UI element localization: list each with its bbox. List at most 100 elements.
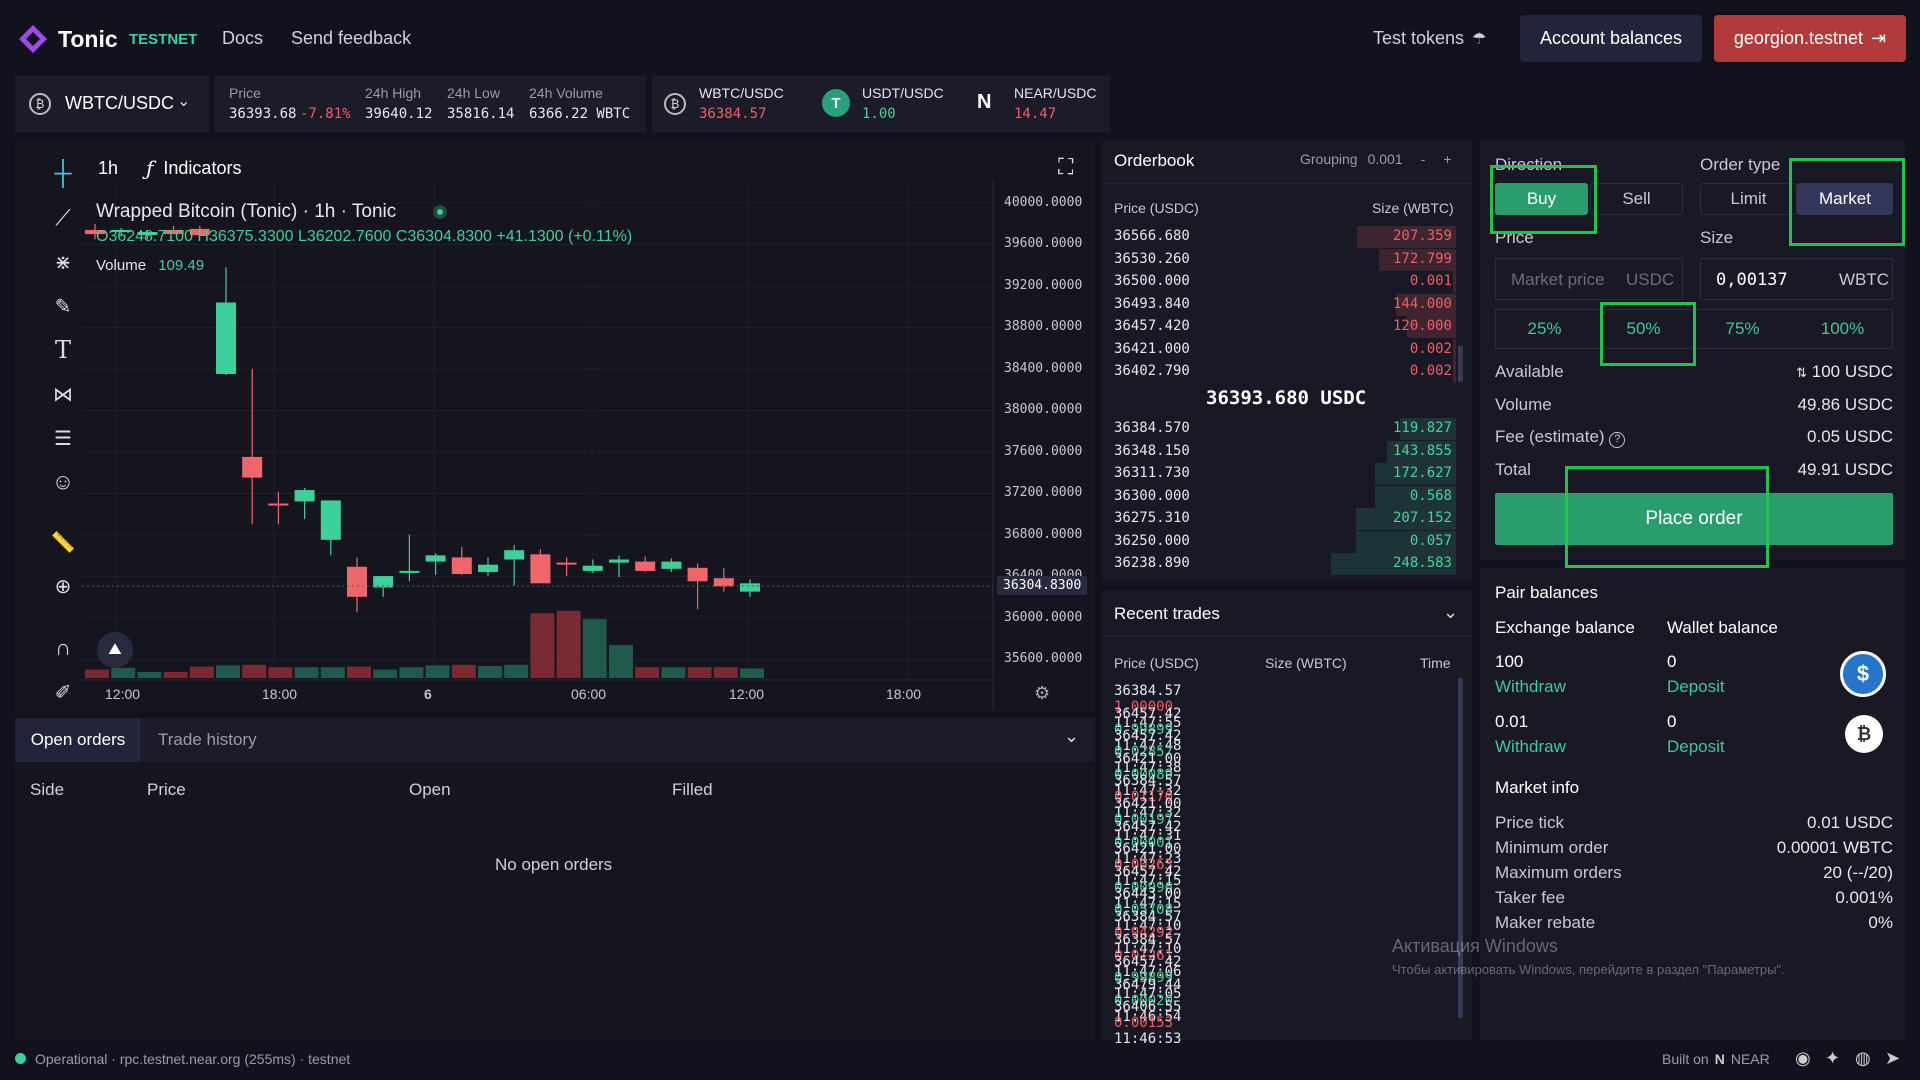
trades-scrollbar[interactable] — [1458, 678, 1463, 1018]
fullscreen-icon[interactable]: ⛶ — [1058, 154, 1074, 179]
bid-row[interactable]: 36348.150 143.855 — [1114, 440, 1456, 463]
bid-row[interactable]: 36300.000 0.568 — [1114, 485, 1456, 508]
ask-row[interactable]: 36500.000 0.001 — [1114, 271, 1456, 293]
account-balances-button[interactable]: Account balances — [1520, 15, 1702, 62]
price-input[interactable]: Market price USDC — [1495, 258, 1683, 300]
candle-body[interactable] — [451, 557, 472, 575]
tab-trade-history[interactable]: Trade history — [158, 730, 257, 749]
ask-row[interactable]: 36457.420 120.000 — [1114, 316, 1456, 338]
zoom-in-icon[interactable]: ⊕ — [54, 575, 72, 598]
telegram-icon[interactable]: ➤ — [1885, 1048, 1901, 1068]
ask-row[interactable]: 36493.840 144.000 — [1114, 293, 1456, 316]
percent-100-button[interactable]: 100% — [1820, 319, 1865, 338]
candle-body[interactable] — [373, 576, 394, 588]
help-icon[interactable]: ? — [1609, 432, 1626, 448]
candle-body[interactable] — [687, 567, 708, 582]
crosshair-icon[interactable]: ┼ — [54, 160, 72, 187]
candle-body[interactable] — [189, 228, 210, 236]
nav-send-feedback[interactable]: Send feedback — [291, 28, 412, 48]
candle-body[interactable] — [111, 229, 132, 233]
bid-row[interactable]: 36384.570 119.827 — [1114, 418, 1456, 440]
magnet-icon[interactable]: ∩ — [55, 635, 71, 660]
orderbook-scrollbar[interactable] — [1458, 346, 1463, 382]
grouping-plus-button[interactable]: + — [1443, 151, 1452, 167]
candle-body[interactable] — [582, 565, 603, 571]
indicators-button[interactable]: ƒ Indicators — [146, 156, 241, 180]
market-wbtc-usdc[interactable]: ₿ WBTC/USDC 36384.57 — [664, 75, 804, 133]
percent-75-button[interactable]: 75% — [1725, 319, 1760, 338]
candle-body[interactable] — [399, 570, 420, 573]
candle-body[interactable] — [740, 583, 760, 592]
prediction-icon[interactable]: ☰ — [54, 427, 72, 450]
candle-body[interactable] — [504, 550, 525, 560]
tonic-logo-icon[interactable] — [18, 24, 48, 54]
nav-docs[interactable]: Docs — [222, 28, 264, 48]
brand-name[interactable]: Tonic — [58, 26, 118, 52]
user-account-button[interactable]: georgion.testnet ⇥ — [1714, 15, 1906, 62]
collapse-trades-icon[interactable]: ⌄ — [1443, 602, 1459, 622]
bid-row[interactable]: 36275.310 207.152 — [1114, 508, 1456, 530]
percent-25-button[interactable]: 25% — [1527, 319, 1562, 338]
candle-body[interactable] — [268, 503, 289, 506]
ruler-icon[interactable]: 📏 — [50, 531, 76, 554]
place-order-button[interactable]: Place order — [1495, 493, 1893, 545]
usdc-withdraw-link[interactable]: Withdraw — [1495, 677, 1566, 696]
candle-body[interactable] — [635, 561, 656, 571]
tradingview-logo-icon[interactable]: ⛰ — [97, 632, 133, 668]
ask-row[interactable]: 36530.260 172.799 — [1114, 248, 1456, 271]
buy-button[interactable]: Buy — [1495, 183, 1588, 215]
candle-body[interactable] — [609, 559, 629, 563]
bid-row[interactable]: 36238.890 248.583 — [1114, 553, 1456, 575]
candle-body[interactable] — [163, 229, 184, 235]
price-chart[interactable] — [82, 180, 1002, 736]
text-tool-icon[interactable]: T — [54, 336, 71, 364]
candle-body[interactable] — [425, 555, 446, 562]
wbtc-deposit-link[interactable]: Deposit — [1667, 737, 1725, 756]
candle-body[interactable] — [294, 490, 315, 502]
candle-body[interactable] — [347, 566, 367, 597]
candle-body[interactable] — [242, 456, 263, 478]
candle-body[interactable] — [85, 229, 105, 235]
candle-body[interactable] — [530, 554, 551, 584]
grouping-control[interactable]: Grouping 0.001 - + — [1300, 151, 1452, 167]
candle-body[interactable] — [661, 561, 682, 569]
limit-button[interactable]: Limit — [1700, 183, 1797, 215]
test-tokens-link[interactable]: Test tokens ☂ — [1373, 28, 1486, 49]
trend-line-icon[interactable]: ⟋ — [55, 205, 71, 230]
pattern-icon[interactable]: ⋈ — [53, 383, 73, 406]
tab-open-orders[interactable]: Open orders — [15, 718, 141, 762]
market-near-usdc[interactable]: Ν NEAR/USDC 14.47 — [977, 75, 1102, 133]
percent-50-button[interactable]: 50% — [1626, 319, 1661, 338]
brush-icon[interactable]: ✎ — [54, 295, 72, 318]
ask-row[interactable]: 36566.680 207.359 — [1114, 226, 1456, 248]
collapse-orders-icon[interactable]: ⌄ — [1064, 726, 1080, 746]
candle-body[interactable] — [556, 562, 577, 565]
bid-row[interactable]: 36250.000 0.057 — [1114, 530, 1456, 553]
twitter-icon[interactable]: ✦ — [1825, 1048, 1841, 1068]
ask-row[interactable]: 36421.000 0.002 — [1114, 338, 1456, 361]
size-input[interactable]: 0,00137 WBTC — [1700, 258, 1893, 300]
wbtc-withdraw-link[interactable]: Withdraw — [1495, 737, 1566, 756]
ask-row[interactable]: 36402.790 0.002 — [1114, 361, 1456, 383]
candle-body[interactable] — [320, 500, 341, 540]
refresh-icon[interactable]: ⇅ — [1796, 365, 1807, 380]
lock-drawing-icon[interactable]: ✐ — [54, 681, 72, 704]
grouping-minus-button[interactable]: - — [1420, 151, 1426, 167]
usdc-deposit-link[interactable]: Deposit — [1667, 677, 1725, 696]
interval-selector[interactable]: 1h — [98, 158, 119, 178]
pair-selector[interactable]: ₿ WBTC/USDC ⌄ — [15, 75, 209, 133]
chart-settings-icon[interactable]: ⚙ — [1034, 683, 1051, 703]
candle-body[interactable] — [713, 578, 734, 587]
sell-button[interactable]: Sell — [1590, 183, 1683, 215]
market-price: 36384.57 — [699, 106, 767, 122]
candle-body[interactable] — [478, 564, 498, 572]
fib-tool-icon[interactable]: ⋇ — [54, 251, 72, 274]
discord-icon[interactable]: ◍ — [1855, 1048, 1871, 1068]
market-button[interactable]: Market — [1797, 183, 1893, 215]
bid-row[interactable]: 36311.730 172.627 — [1114, 463, 1456, 485]
candle-body[interactable] — [137, 232, 158, 236]
market-usdt-usdc[interactable]: T USDT/USDC 1.00 — [822, 75, 952, 133]
candle-body[interactable] — [216, 302, 236, 374]
emoji-icon[interactable]: ☺ — [51, 469, 75, 494]
github-icon[interactable]: ◉ — [1795, 1048, 1811, 1068]
